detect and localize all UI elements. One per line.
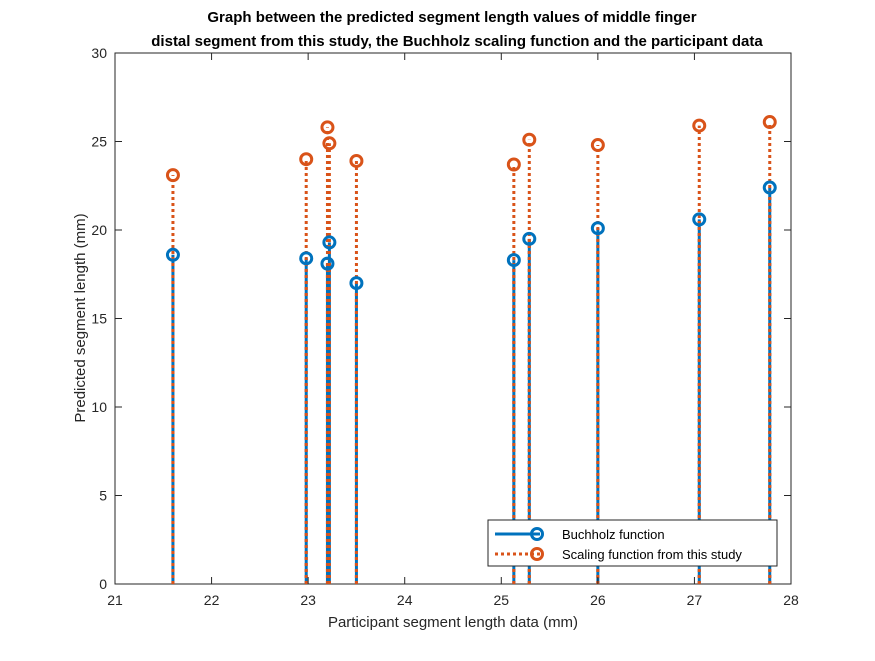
x-tick-label: 23 xyxy=(300,592,316,608)
y-tick-label: 10 xyxy=(91,399,107,415)
x-tick-label: 21 xyxy=(107,592,123,608)
point-scaling xyxy=(165,168,180,183)
legend-marker-buchholz xyxy=(530,527,544,541)
stems-layer xyxy=(171,122,772,584)
y-tick-label: 0 xyxy=(99,576,107,592)
point-buchholz xyxy=(506,253,521,268)
plot-area xyxy=(114,52,792,585)
point-scaling xyxy=(349,153,364,168)
y-tick-label: 15 xyxy=(91,311,107,327)
point-buchholz xyxy=(762,180,777,195)
point-scaling xyxy=(299,152,314,167)
chart-title-line-2: distal segment from this study, the Buch… xyxy=(151,33,763,50)
y-tick-label: 5 xyxy=(99,488,107,504)
y-axis-label: Predicted segment length (mm) xyxy=(72,213,89,422)
x-tick-label: 27 xyxy=(687,592,703,608)
x-tick-label: 24 xyxy=(397,592,413,608)
x-tick-label: 26 xyxy=(590,592,606,608)
point-buchholz xyxy=(590,221,605,236)
legend-label-buchholz: Buchholz function xyxy=(562,527,665,542)
point-scaling xyxy=(522,132,537,147)
point-scaling xyxy=(320,120,335,135)
x-tick-label: 22 xyxy=(204,592,220,608)
legend-marker-scaling xyxy=(530,547,544,561)
point-scaling xyxy=(692,118,707,133)
point-buchholz xyxy=(692,212,707,227)
x-tick-label: 28 xyxy=(783,592,799,608)
point-scaling xyxy=(762,115,777,130)
chart-title-line-1: Graph between the predicted segment leng… xyxy=(207,9,696,26)
ticks-layer: 21 22 23 24 25 26 27 28 0 5 10 15 20 25 30 xyxy=(91,45,799,608)
point-buchholz xyxy=(299,251,314,266)
x-tick-label: 25 xyxy=(493,592,509,608)
x-axis-label: Participant segment length data (mm) xyxy=(328,614,578,631)
point-scaling xyxy=(322,136,337,151)
legend: Buchholz function Scaling function from … xyxy=(487,519,778,567)
point-buchholz xyxy=(322,235,337,250)
point-scaling xyxy=(506,157,521,172)
y-tick-label: 25 xyxy=(91,134,107,150)
point-buchholz xyxy=(165,247,180,262)
point-scaling xyxy=(590,138,605,153)
point-buchholz xyxy=(522,231,537,246)
y-tick-label: 30 xyxy=(91,45,107,61)
legend-label-scaling: Scaling function from this study xyxy=(562,547,742,562)
point-buchholz xyxy=(320,256,335,271)
point-buchholz xyxy=(349,276,364,291)
y-tick-label: 20 xyxy=(91,222,107,238)
markers-layer xyxy=(165,115,777,291)
